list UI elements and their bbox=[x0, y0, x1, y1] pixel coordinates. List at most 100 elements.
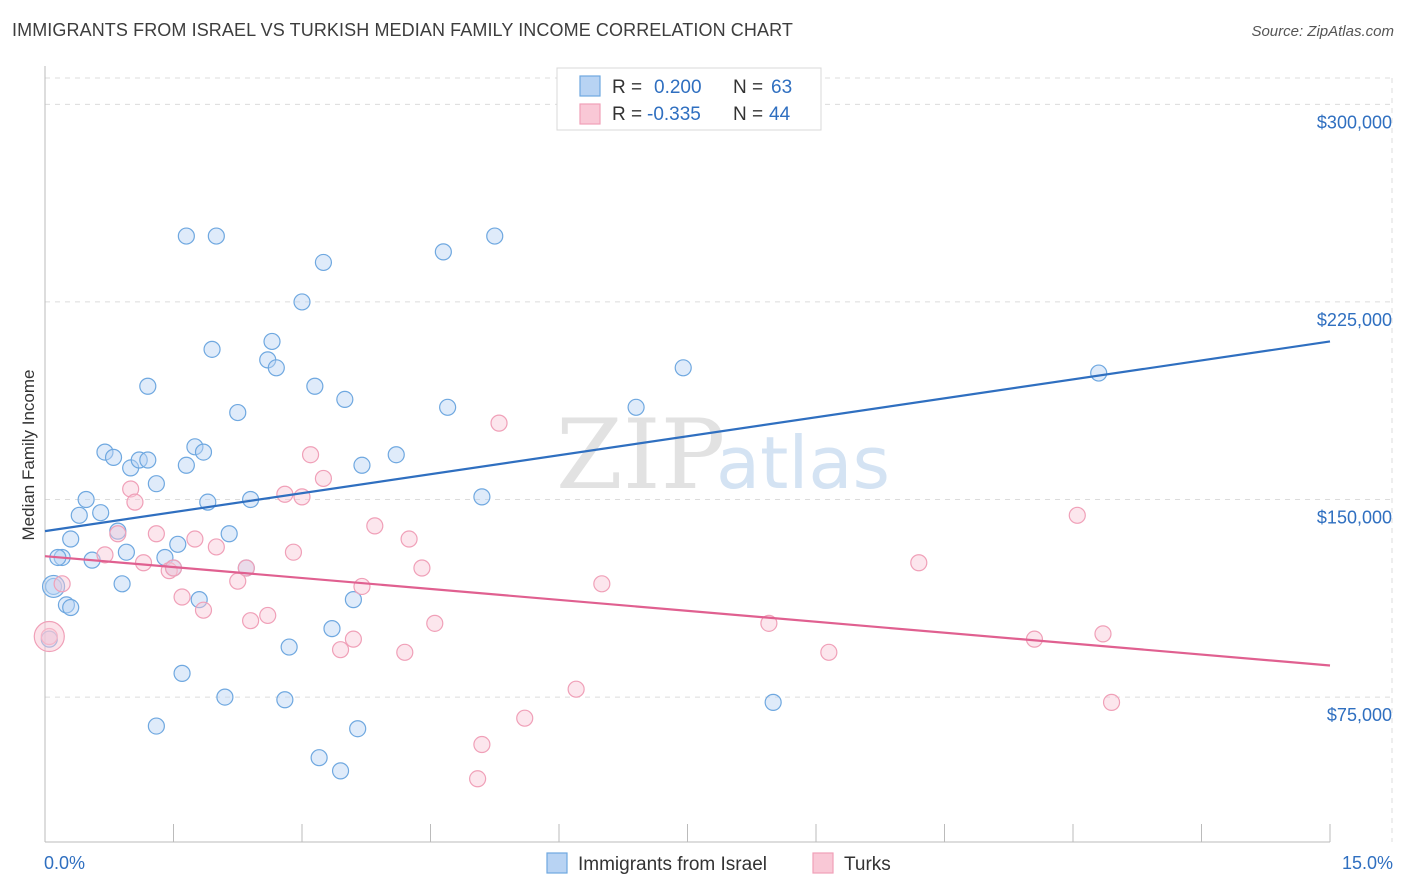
israel-point-17 bbox=[139, 377, 157, 395]
turks-point-5 bbox=[126, 493, 144, 511]
israel-point-8 bbox=[92, 504, 110, 522]
israel-point-57 bbox=[627, 398, 645, 416]
chart-title: IMMIGRANTS FROM ISRAEL VS TURKISH MEDIAN… bbox=[12, 20, 793, 40]
bottom-legend-label-turks: Turks bbox=[844, 854, 891, 875]
israel-point-32 bbox=[216, 688, 234, 706]
israel-point-38 bbox=[263, 332, 281, 351]
legend-box bbox=[556, 67, 822, 131]
turks-point-24 bbox=[353, 577, 371, 596]
legend-r-value-turks: -0.335 bbox=[647, 104, 701, 125]
israel-point-48 bbox=[336, 390, 354, 409]
israel-point-24 bbox=[177, 456, 195, 474]
turks-point-41 bbox=[1094, 625, 1112, 643]
israel-point-59 bbox=[764, 693, 782, 711]
turks-point-30 bbox=[469, 770, 487, 788]
israel-point-45 bbox=[314, 253, 333, 272]
y-tick-label-1: $150,000 bbox=[1317, 508, 1392, 528]
x-tick-labels: 0.0% 15.0% bbox=[44, 853, 1393, 873]
israel-point-6 bbox=[77, 490, 95, 509]
israel-point-10 bbox=[104, 448, 123, 466]
israel-point-46 bbox=[323, 620, 341, 638]
israel-cluster-point bbox=[41, 574, 66, 599]
israel-point-41 bbox=[280, 638, 298, 656]
turks-point-22 bbox=[331, 641, 350, 659]
turks-point-26 bbox=[396, 643, 414, 661]
israel-point-53 bbox=[434, 243, 452, 261]
turks-point-2 bbox=[96, 546, 114, 564]
trend-lines bbox=[44, 340, 1331, 667]
turks-point-25 bbox=[366, 517, 384, 535]
turks-point-36 bbox=[760, 614, 778, 632]
legend-n-label-israel: N = bbox=[733, 77, 763, 98]
israel-point-42 bbox=[293, 293, 311, 311]
y-tick-labels: $75,000 $150,000 $225,000 $300,000 bbox=[1317, 112, 1392, 725]
turks-point-32 bbox=[490, 414, 508, 432]
correlation-legend: R = 0.200 N = 63 R = -0.335 N = 44 bbox=[556, 67, 822, 131]
turks-point-9 bbox=[173, 588, 191, 606]
israel-point-55 bbox=[473, 488, 491, 506]
israel-point-9 bbox=[96, 443, 114, 461]
y-tick-label-3: $300,000 bbox=[1317, 112, 1392, 132]
y-axis-title: Median Family Income bbox=[19, 369, 38, 540]
turks-point-16 bbox=[259, 606, 277, 625]
trend-line-israel bbox=[44, 340, 1331, 533]
israel-point-19 bbox=[147, 475, 165, 493]
turks-point-35 bbox=[593, 575, 611, 593]
legend-n-label-turks: N = bbox=[733, 104, 763, 125]
legend-r-label-turks: R = bbox=[612, 104, 642, 125]
bottom-legend-swatch-israel bbox=[546, 852, 568, 874]
bottom-legend-swatch-turks bbox=[812, 852, 834, 874]
turks-point-21 bbox=[314, 469, 333, 488]
x-tick-label-1: 15.0% bbox=[1342, 853, 1393, 873]
legend-r-label-israel: R = bbox=[612, 77, 642, 98]
israel-point-51 bbox=[353, 456, 371, 474]
trend-line-turks bbox=[44, 555, 1331, 667]
israel-point-18 bbox=[147, 717, 165, 735]
israel-point-16 bbox=[139, 451, 157, 469]
israel-point-13 bbox=[117, 543, 135, 561]
israel-point-3 bbox=[62, 598, 80, 617]
chart-source: Source: ZipAtlas.com bbox=[1251, 23, 1394, 40]
israel-point-43 bbox=[306, 377, 324, 395]
israel-point-27 bbox=[190, 591, 208, 609]
israel-point-23 bbox=[173, 664, 191, 682]
bottom-legend-label-israel: Immigrants from Israel bbox=[578, 854, 767, 875]
israel-point-22 bbox=[169, 535, 187, 553]
israel-point-31 bbox=[207, 227, 225, 245]
israel-point-52 bbox=[387, 446, 405, 464]
israel-point-54 bbox=[439, 398, 457, 416]
legend-r-value-israel: 0.200 bbox=[654, 77, 702, 98]
axes bbox=[44, 66, 1331, 843]
israel-point-44 bbox=[310, 749, 328, 767]
turks-point-29 bbox=[426, 614, 444, 632]
israel-point-26 bbox=[186, 438, 204, 456]
turks-point-34 bbox=[567, 680, 585, 698]
turks-point-6 bbox=[134, 554, 153, 572]
israel-point-34 bbox=[229, 403, 247, 422]
israel-point-33 bbox=[220, 525, 238, 543]
israel-point-56 bbox=[486, 227, 504, 245]
turks-cluster-point bbox=[33, 620, 65, 653]
legend-n-value-turks: 44 bbox=[769, 104, 791, 125]
watermark: ZIP atlas bbox=[556, 399, 890, 511]
israel-point-12 bbox=[113, 575, 131, 593]
turks-point-37 bbox=[820, 643, 838, 661]
turks-point-7 bbox=[147, 525, 165, 543]
turks-point-10 bbox=[186, 530, 204, 548]
turks-point-28 bbox=[413, 559, 431, 577]
israel-point-58 bbox=[674, 359, 692, 377]
turks-point-42 bbox=[1102, 693, 1121, 711]
israel-point-62 bbox=[1090, 364, 1108, 382]
turks-point-15 bbox=[242, 612, 260, 630]
turks-point-4 bbox=[122, 480, 140, 498]
israel-point-30 bbox=[203, 340, 221, 358]
turks-point-3 bbox=[109, 525, 127, 543]
legend-n-value-israel: 63 bbox=[771, 77, 792, 98]
israel-point-50 bbox=[349, 720, 367, 738]
turks-point-11 bbox=[194, 601, 213, 619]
legend-swatch-israel bbox=[579, 75, 601, 97]
turks-point-20 bbox=[301, 446, 320, 464]
watermark-zip: ZIP bbox=[556, 399, 725, 511]
turks-point-1 bbox=[53, 575, 71, 593]
